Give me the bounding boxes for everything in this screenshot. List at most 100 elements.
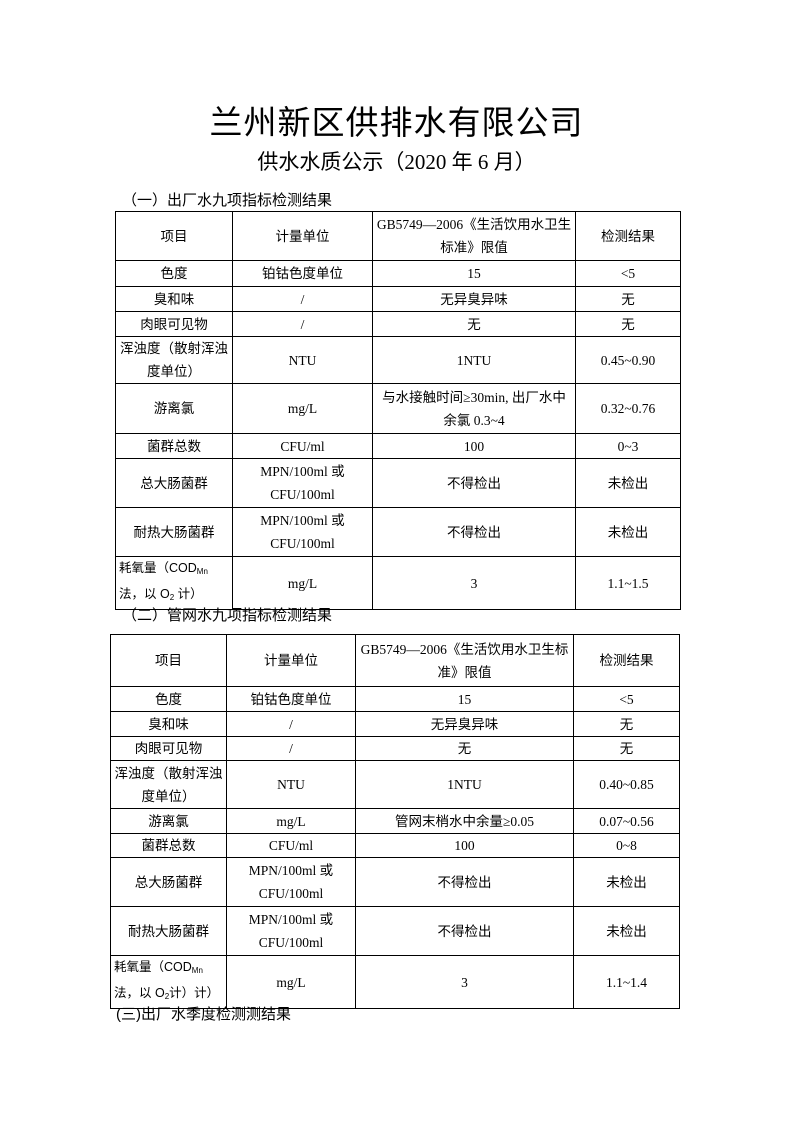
limit-cell: 不得检出 (372, 507, 576, 557)
section-3-heading: (三)出厂水季度检测测结果 (116, 1006, 291, 1023)
table-row: 菌群总数 CFU/ml 100 0~8 (110, 833, 680, 858)
limit-cell: 100 (355, 833, 574, 858)
unit-cell: / (232, 311, 373, 337)
unit-cell: mg/L (232, 383, 373, 434)
table-row: 浑浊度（散射浑浊度单位） NTU 1NTU 0.45~0.90 (115, 336, 681, 384)
limit-cell: 不得检出 (355, 857, 574, 907)
item-cell: 总大肠菌群 (110, 857, 227, 907)
cod-label: 耗氧量（COD (119, 561, 197, 575)
item-cell: 菌群总数 (110, 833, 227, 858)
cod-label: 耗氧量（COD (114, 960, 192, 974)
unit-cell: NTU (226, 760, 356, 809)
table-row: 耐热大肠菌群 MPN/100ml 或 CFU/100ml 不得检出 未检出 (115, 507, 681, 557)
limit-cell: 15 (355, 686, 574, 712)
table-row: 色度 铂钴色度单位 15 <5 (110, 686, 680, 712)
page-subtitle: 供水水质公示（2020 年 6 月） (257, 150, 536, 174)
cod-subscript: Mn (196, 567, 208, 576)
limit-cell: 3 (355, 955, 574, 1009)
result-cell: 0~8 (573, 833, 680, 858)
cod-label: 计） (174, 587, 203, 601)
result-cell: 无 (575, 286, 681, 312)
result-cell: 未检出 (573, 906, 680, 956)
limit-cell: 100 (372, 433, 576, 459)
table-row: 总大肠菌群 MPN/100ml 或 CFU/100ml 不得检出 未检出 (110, 857, 680, 907)
table-row: 耐热大肠菌群 MPN/100ml 或 CFU/100ml 不得检出 未检出 (110, 906, 680, 956)
table-row-cod: 耗氧量（CODMn 法，以 O2 计） mg/L 3 1.1~1.5 (115, 556, 681, 610)
limit-cell: 与水接触时间≥30min, 出厂水中余氯 0.3~4 (372, 383, 576, 434)
item-cell: 游离氯 (110, 808, 227, 834)
unit-cell: MPN/100ml 或 CFU/100ml (226, 906, 356, 956)
section-1-heading: （一）出厂水九项指标检测结果 (122, 192, 333, 209)
unit-cell: NTU (232, 336, 373, 384)
table-row: 菌群总数 CFU/ml 100 0~3 (115, 433, 681, 459)
table-row: 臭和味 / 无异臭异味无 (110, 711, 680, 737)
table-row: 游离氯 mg/L 管网末梢水中余量≥0.05 0.07~0.56 (110, 808, 680, 834)
unit-cell: mg/L (226, 808, 356, 834)
result-cell: 0.40~0.85 (573, 760, 680, 809)
limit-cell: 1NTU (355, 760, 574, 809)
cod-label: 法，以 O (119, 587, 170, 601)
factory-water-table: 项目 计量单位 GB5749—2006《生活饮用水卫生标准》限值 检测结果 色度 铂钴色度… (115, 211, 681, 610)
section-2-heading: （二）管网水九项指标检测结果 (122, 607, 333, 624)
result-cell: 0~3 (575, 433, 681, 459)
item-cell: 浑浊度（散射浑浊度单位） (115, 336, 233, 384)
result-cell: 未检出 (575, 507, 681, 557)
limit-cell: 1NTU (372, 336, 576, 384)
page-title: 兰州新区供排水有限公司 (209, 106, 584, 142)
result-cell: 未检出 (575, 458, 681, 508)
pipe-network-water-table: 项目 计量单位 GB5749—2006《生活饮用水卫生标准》限值 检测结果 色度 铂钴色度… (110, 634, 680, 1009)
unit-cell: MPN/100ml 或 CFU/100ml (226, 857, 356, 907)
item-cell: 耐热大肠菌群 (115, 507, 233, 557)
header-row: 项目 计量单位 GB5749—2006《生活饮用水卫生标准》限值 检测结果 (115, 211, 681, 261)
table-row-cod: 耗氧量（CODMn 法，以 O2计）计） mg/L 3 1.1~1.4 (110, 955, 680, 1009)
unit-cell: MPN/100ml 或 CFU/100ml (232, 507, 373, 557)
result-cell: 1.1~1.4 (573, 955, 680, 1009)
limit-cell: GB5749—2006《生活饮用水卫生标准》限值 (372, 211, 576, 261)
result-cell: 无 (575, 311, 681, 337)
limit-cell: GB5749—2006《生活饮用水卫生标准》限值 (355, 634, 574, 687)
result-cell: 检测结果 (575, 211, 681, 261)
item-cell: 总大肠菌群 (115, 458, 233, 508)
unit-cell: / (226, 736, 356, 761)
result-cell: 1.1~1.5 (575, 556, 681, 610)
result-cell: 0.45~0.90 (575, 336, 681, 384)
o2-subscript: 2 (169, 593, 175, 602)
table-row: 浑浊度（散射浑浊度单位） NTU 1NTU 0.40~0.85 (110, 760, 680, 809)
unit-cell: mg/L (226, 955, 356, 1009)
unit-cell: 铂钴色度单位 (232, 260, 373, 287)
limit-cell: 不得检出 (372, 458, 576, 508)
limit-cell: 3 (372, 556, 576, 610)
unit-cell: / (232, 286, 373, 312)
item-cell: 肉眼可见物 (110, 736, 227, 761)
limit-cell: 15 (372, 260, 576, 287)
item-cell: 臭和味 (115, 286, 233, 312)
item-cell: 色度 (110, 686, 227, 712)
result-cell: 0.07~0.56 (573, 808, 680, 834)
unit-cell: MPN/100ml 或 CFU/100ml (232, 458, 373, 508)
item-cell: 肉眼可见物 (115, 311, 233, 337)
item-cell: 色度 (115, 260, 233, 287)
table-row: 总大肠菌群 MPN/100ml 或 CFU/100ml 不得检出 未检出 (115, 458, 681, 508)
limit-cell: 无异臭异味 (372, 286, 576, 312)
result-cell: 未检出 (573, 857, 680, 907)
unit-cell: 铂钴色度单位 (226, 686, 356, 712)
cod-subscript: Mn (191, 966, 203, 975)
header-row: 项目 计量单位 GB5749—2006《生活饮用水卫生标准》限值 检测结果 (110, 634, 680, 687)
o2-subscript: 2 (164, 992, 170, 1001)
cod-label: 计）计） (169, 986, 220, 1000)
limit-cell: 不得检出 (355, 906, 574, 956)
result-cell: 无 (573, 736, 680, 761)
result-cell: <5 (573, 686, 680, 712)
table-row: 肉眼可见物 / 无无 (115, 311, 681, 337)
unit-cell: CFU/ml (232, 433, 373, 459)
item-cell: 耗氧量（CODMn 法，以 O2计）计） (110, 955, 227, 1009)
unit-cell: CFU/ml (226, 833, 356, 858)
item-cell: 游离氯 (115, 383, 233, 434)
item-cell: 臭和味 (110, 711, 227, 737)
result-cell: <5 (575, 260, 681, 287)
item-cell: 项目 (110, 634, 227, 687)
cod-label: 法，以 O (114, 986, 165, 1000)
limit-cell: 管网末梢水中余量≥0.05 (355, 808, 574, 834)
table-row: 色度 铂钴色度单位 15 <5 (115, 260, 681, 287)
item-cell: 项目 (115, 211, 233, 261)
